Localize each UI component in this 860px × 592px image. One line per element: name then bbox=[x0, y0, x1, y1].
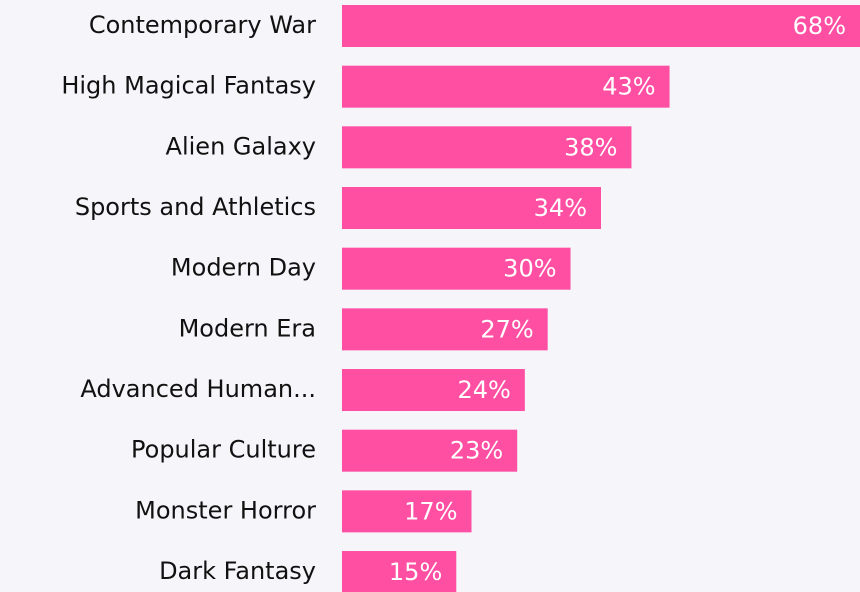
category-label: Alien Galaxy bbox=[166, 132, 316, 160]
bar bbox=[342, 65, 670, 108]
value-label: 43% bbox=[602, 73, 655, 101]
category-label: Contemporary War bbox=[89, 11, 316, 39]
bar bbox=[342, 5, 860, 47]
value-label: 68% bbox=[793, 12, 846, 40]
bar bbox=[342, 126, 632, 169]
category-label: Modern Era bbox=[179, 314, 316, 342]
category-label: Popular Culture bbox=[131, 436, 316, 464]
category-label: Sports and Athletics bbox=[75, 193, 316, 221]
value-label: 23% bbox=[450, 437, 503, 465]
category-label: High Magical Fantasy bbox=[61, 72, 316, 100]
bar bbox=[342, 429, 518, 472]
bar bbox=[342, 490, 472, 533]
category-label: Modern Day bbox=[171, 254, 316, 282]
bar bbox=[342, 187, 601, 230]
bar bbox=[342, 551, 457, 592]
value-label: 27% bbox=[480, 315, 533, 343]
category-label: Monster Horror bbox=[135, 496, 316, 524]
category-label: Dark Fantasy bbox=[159, 557, 316, 585]
value-label: 34% bbox=[534, 194, 587, 222]
value-label: 38% bbox=[564, 133, 617, 161]
value-label: 17% bbox=[404, 497, 457, 525]
bar bbox=[342, 308, 548, 351]
bar bbox=[342, 247, 571, 290]
value-label: 24% bbox=[457, 376, 510, 404]
bar bbox=[342, 369, 525, 412]
value-label: 15% bbox=[389, 558, 442, 586]
category-label: Advanced Human... bbox=[80, 375, 316, 403]
value-label: 30% bbox=[503, 255, 556, 283]
